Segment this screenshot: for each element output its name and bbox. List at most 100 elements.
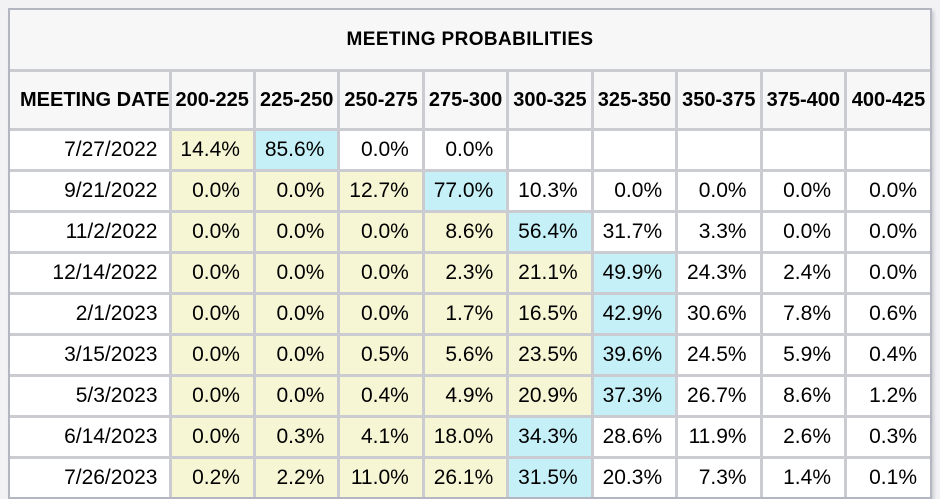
rate-range-header: 325-350 <box>590 72 679 131</box>
probability-cell: 0.0% <box>252 292 341 336</box>
meeting-probabilities-panel: MEETING PROBABILITIES MEETING DATE 200-2… <box>8 8 932 499</box>
meeting-date-cell: 3/15/2023 <box>10 333 172 377</box>
probability-cell: 31.5% <box>506 456 594 497</box>
probability-cell: 0.0% <box>337 210 425 254</box>
meeting-date-cell: 7/27/2022 <box>10 128 172 172</box>
probability-cell: 28.6% <box>590 415 679 459</box>
probability-cell <box>506 128 594 172</box>
probability-cell: 56.4% <box>506 210 594 254</box>
meeting-date-cell: 7/26/2023 <box>10 456 172 497</box>
probability-cell: 77.0% <box>421 169 510 213</box>
meeting-date-cell: 9/21/2022 <box>10 169 172 213</box>
probability-cell: 0.0% <box>168 333 256 377</box>
probability-cell: 0.0% <box>421 128 510 172</box>
probability-cell: 0.5% <box>337 333 425 377</box>
probability-cell: 0.0% <box>168 169 256 213</box>
probability-cell: 2.3% <box>421 251 510 295</box>
probability-cell: 0.0% <box>844 169 930 213</box>
probability-cell: 0.0% <box>168 292 256 336</box>
probability-cell: 12.7% <box>337 169 425 213</box>
table-title: MEETING PROBABILITIES <box>10 10 930 72</box>
probability-cell: 0.0% <box>168 374 256 418</box>
probability-cell: 0.0% <box>337 128 425 172</box>
probability-cell: 4.9% <box>421 374 510 418</box>
probability-cell: 0.0% <box>168 210 256 254</box>
probability-cell: 0.0% <box>337 292 425 336</box>
probability-cell: 16.5% <box>506 292 594 336</box>
probability-cell: 0.0% <box>252 333 341 377</box>
probability-cell: 21.1% <box>506 251 594 295</box>
probability-cell: 24.3% <box>675 251 763 295</box>
probability-cell: 0.0% <box>759 169 848 213</box>
probability-cell: 37.3% <box>590 374 679 418</box>
probability-cell: 0.0% <box>337 251 425 295</box>
probability-cell: 14.4% <box>168 128 256 172</box>
probability-cell: 0.0% <box>168 415 256 459</box>
probability-cell: 7.8% <box>759 292 848 336</box>
rate-range-header: 300-325 <box>506 72 594 131</box>
probability-cell: 0.3% <box>844 415 930 459</box>
probability-cell: 0.0% <box>168 251 256 295</box>
probability-cell: 8.6% <box>421 210 510 254</box>
table-row: 7/27/2022 14.4% 85.6% 0.0% 0.0% <box>10 128 930 172</box>
probability-cell: 26.7% <box>675 374 763 418</box>
probability-cell: 0.4% <box>844 333 930 377</box>
probability-cell: 20.3% <box>590 456 679 497</box>
table-body: 7/27/2022 14.4% 85.6% 0.0% 0.0% 9/21/2022 0.0%… <box>10 128 930 497</box>
meeting-date-header: MEETING DATE <box>10 72 172 131</box>
probability-cell: 11.9% <box>675 415 763 459</box>
probability-cell: 18.0% <box>421 415 510 459</box>
probability-cell: 26.1% <box>421 456 510 497</box>
table-row: 3/15/2023 0.0% 0.0% 0.5% 5.6% 23.5% 39.6% 24.5%… <box>10 333 930 377</box>
probability-cell: 1.4% <box>759 456 848 497</box>
probability-cell: 4.1% <box>337 415 425 459</box>
rate-range-header: 225-250 <box>252 72 341 131</box>
header-row: MEETING DATE 200-225 225-250 250-275 275-30… <box>10 72 930 131</box>
probability-cell: 2.2% <box>252 456 341 497</box>
probability-cell: 0.0% <box>844 251 930 295</box>
probability-cell: 11.0% <box>337 456 425 497</box>
probability-cell: 0.0% <box>252 169 341 213</box>
probability-cell: 1.2% <box>844 374 930 418</box>
probability-cell: 5.6% <box>421 333 510 377</box>
probability-cell: 0.6% <box>844 292 930 336</box>
probability-cell <box>590 128 679 172</box>
meeting-date-cell: 2/1/2023 <box>10 292 172 336</box>
probability-cell: 10.3% <box>506 169 594 213</box>
probability-cell: 0.0% <box>252 210 341 254</box>
rate-range-header: 400-425 <box>844 72 930 131</box>
probability-cell: 0.1% <box>844 456 930 497</box>
probability-cell: 1.7% <box>421 292 510 336</box>
rate-range-header: 375-400 <box>759 72 848 131</box>
probability-cell <box>675 128 763 172</box>
probability-cell: 0.4% <box>337 374 425 418</box>
probability-cell: 20.9% <box>506 374 594 418</box>
probability-cell: 30.6% <box>675 292 763 336</box>
probability-cell: 8.6% <box>759 374 848 418</box>
table-row: 7/26/2023 0.2% 2.2% 11.0% 26.1% 31.5% 20.3% 7.3… <box>10 456 930 497</box>
rate-range-header: 275-300 <box>421 72 510 131</box>
probability-cell: 49.9% <box>590 251 679 295</box>
rate-range-header: 350-375 <box>675 72 763 131</box>
probability-cell: 2.6% <box>759 415 848 459</box>
probability-cell: 31.7% <box>590 210 679 254</box>
probability-cell <box>844 128 930 172</box>
probability-cell: 7.3% <box>675 456 763 497</box>
probability-cell: 23.5% <box>506 333 594 377</box>
table-row: 5/3/2023 0.0% 0.0% 0.4% 4.9% 20.9% 37.3% 26.7% 8… <box>10 374 930 418</box>
probability-cell: 0.3% <box>252 415 341 459</box>
probability-cell: 24.5% <box>675 333 763 377</box>
table-row: 11/2/2022 0.0% 0.0% 0.0% 8.6% 56.4% 31.7% 3.3% 0… <box>10 210 930 254</box>
probability-cell: 34.3% <box>506 415 594 459</box>
probability-cell: 0.0% <box>844 210 930 254</box>
meeting-date-cell: 11/2/2022 <box>10 210 172 254</box>
probability-cell: 42.9% <box>590 292 679 336</box>
table-row: 2/1/2023 0.0% 0.0% 0.0% 1.7% 16.5% 42.9% 30.6% 7… <box>10 292 930 336</box>
meeting-date-cell: 12/14/2022 <box>10 251 172 295</box>
probability-cell: 0.2% <box>168 456 256 497</box>
probability-cell: 0.0% <box>252 251 341 295</box>
probability-cell: 2.4% <box>759 251 848 295</box>
probability-cell: 5.9% <box>759 333 848 377</box>
meeting-date-cell: 6/14/2023 <box>10 415 172 459</box>
